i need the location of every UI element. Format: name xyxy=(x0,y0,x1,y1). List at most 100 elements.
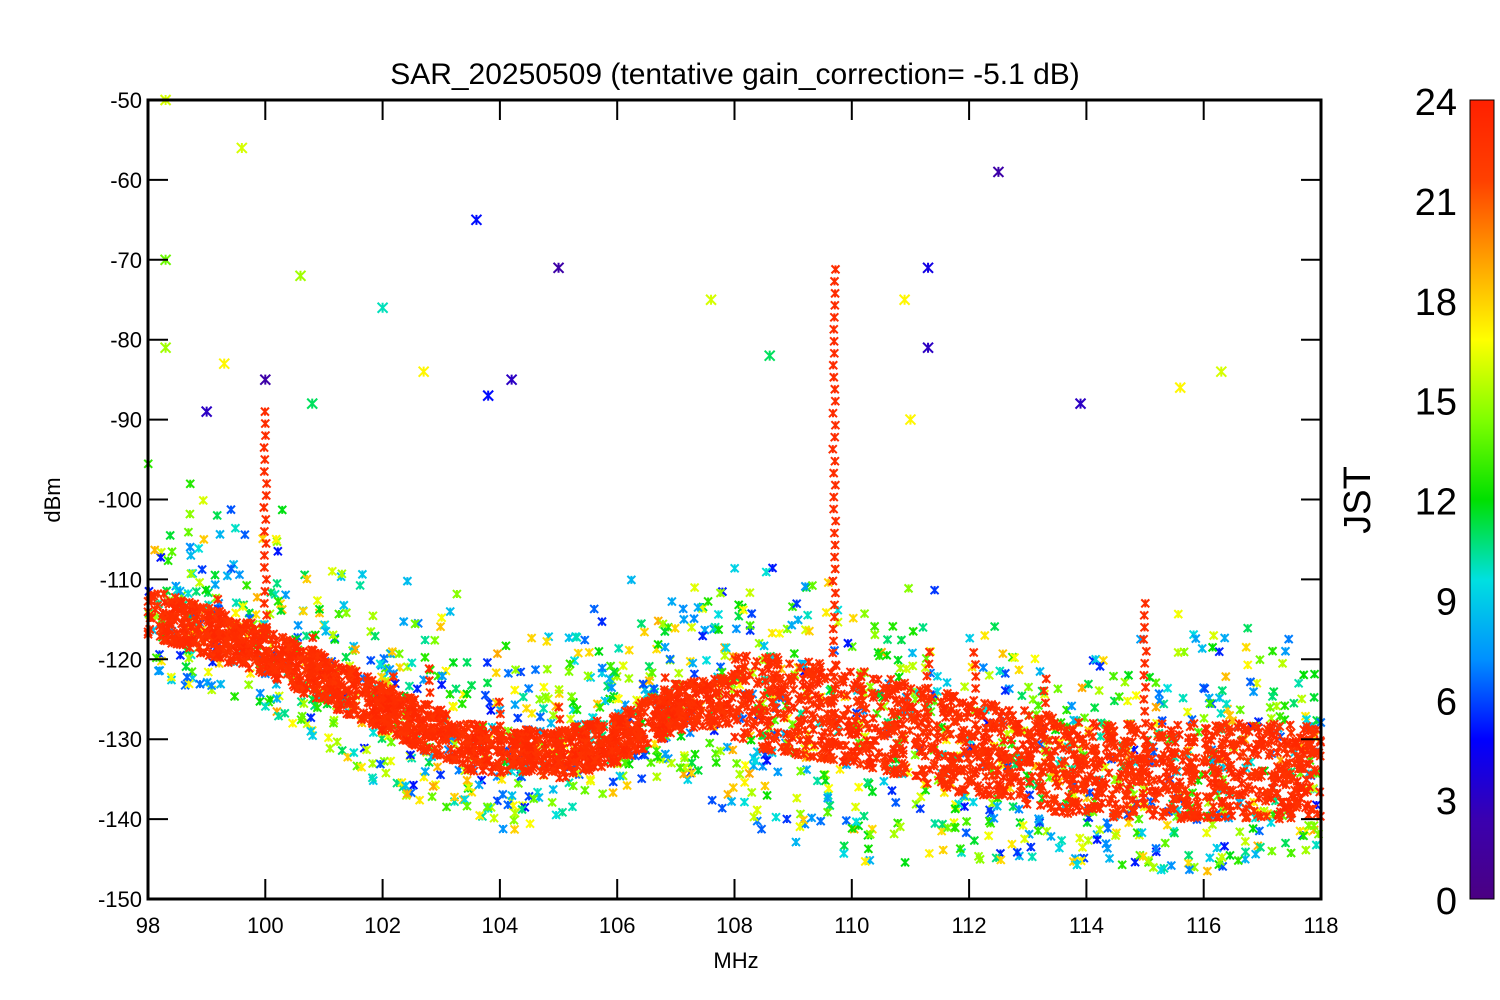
data-point xyxy=(436,679,447,690)
data-point xyxy=(739,777,750,788)
spike-point xyxy=(828,408,838,418)
noise-floor-point xyxy=(862,735,872,746)
data-point xyxy=(271,534,281,544)
data-point xyxy=(1216,708,1226,719)
data-point xyxy=(693,602,703,613)
data-point xyxy=(154,665,165,676)
spike-point xyxy=(830,396,841,406)
data-point xyxy=(356,762,367,772)
data-point xyxy=(609,691,619,701)
data-point xyxy=(1108,671,1119,681)
data-point xyxy=(445,606,455,617)
peak-point xyxy=(1074,397,1087,410)
data-point xyxy=(686,622,697,633)
data-point xyxy=(1094,685,1104,696)
data-point xyxy=(167,546,177,557)
data-point xyxy=(907,648,918,658)
data-point xyxy=(984,670,994,681)
data-point xyxy=(1183,850,1194,860)
noise-floor-point xyxy=(1058,743,1069,754)
spike-point xyxy=(828,504,839,514)
data-point xyxy=(1217,852,1227,863)
data-point xyxy=(1095,661,1105,672)
data-point xyxy=(731,758,742,769)
data-point xyxy=(436,613,447,623)
data-point xyxy=(273,546,283,557)
noise-floor-point xyxy=(861,703,871,713)
data-point xyxy=(238,601,248,612)
spike-point xyxy=(1140,658,1150,669)
data-point xyxy=(713,609,724,620)
data-point xyxy=(1267,846,1277,856)
y-tick-label: -150 xyxy=(98,887,142,912)
data-point xyxy=(968,797,978,807)
data-point xyxy=(980,630,990,641)
data-point xyxy=(891,797,901,808)
data-point xyxy=(760,781,770,791)
data-point xyxy=(231,598,241,608)
data-point xyxy=(795,822,805,832)
spike-point xyxy=(1041,674,1051,684)
data-point xyxy=(1095,824,1105,835)
data-point xyxy=(1173,647,1183,658)
chart-title: SAR_20250509 (tentative gain_correction=… xyxy=(390,58,1080,91)
noise-floor-point xyxy=(1035,800,1046,811)
peak-point xyxy=(705,294,717,306)
data-point xyxy=(851,817,862,827)
data-point xyxy=(791,598,802,609)
data-point xyxy=(349,747,359,758)
data-point xyxy=(375,659,385,669)
data-point xyxy=(1075,833,1085,843)
x-tick-label: 112 xyxy=(952,913,987,938)
spike-point xyxy=(830,540,840,550)
colorbar-tick-label: 9 xyxy=(1436,581,1457,623)
data-point xyxy=(762,755,772,766)
data-point xyxy=(510,699,520,710)
data-point xyxy=(1254,826,1265,836)
data-point xyxy=(486,705,496,716)
data-point xyxy=(1235,827,1245,837)
data-point xyxy=(548,784,558,795)
data-point xyxy=(893,655,903,665)
spike-point xyxy=(829,336,839,347)
data-point xyxy=(1265,702,1275,713)
peak-point xyxy=(1174,381,1186,394)
noise-floor-point xyxy=(851,711,862,721)
data-point xyxy=(1046,831,1056,842)
data-point xyxy=(750,756,760,766)
data-point xyxy=(867,787,878,797)
data-point xyxy=(1154,688,1164,699)
data-point xyxy=(1298,831,1309,841)
data-point xyxy=(432,762,443,772)
data-point xyxy=(1280,646,1291,656)
spike-point xyxy=(261,538,271,549)
noise-floor-point xyxy=(1183,733,1194,743)
data-point xyxy=(410,619,420,629)
data-point xyxy=(1219,633,1230,643)
data-point xyxy=(381,768,391,778)
spike-point xyxy=(830,480,841,490)
data-point xyxy=(375,759,386,769)
data-point xyxy=(1277,658,1288,669)
noise-floor-point xyxy=(911,771,921,781)
data-point xyxy=(1026,842,1036,852)
data-point xyxy=(1280,701,1290,711)
data-point xyxy=(542,664,553,674)
data-point xyxy=(1035,666,1045,677)
data-point xyxy=(705,738,715,748)
data-point xyxy=(325,743,335,754)
data-point xyxy=(989,621,1000,632)
data-point xyxy=(584,647,594,658)
data-point xyxy=(548,710,559,721)
data-point xyxy=(580,635,590,645)
y-tick-label: -50 xyxy=(110,88,142,113)
y-tick-label: -110 xyxy=(100,567,142,592)
data-point xyxy=(535,712,546,722)
colorbar-tick-label: 3 xyxy=(1436,781,1457,823)
data-point xyxy=(1169,828,1180,838)
data-point xyxy=(1144,672,1155,682)
spike-point xyxy=(660,672,670,683)
data-point xyxy=(1148,862,1159,873)
data-point xyxy=(482,657,493,668)
noise-floor-point xyxy=(984,780,995,791)
